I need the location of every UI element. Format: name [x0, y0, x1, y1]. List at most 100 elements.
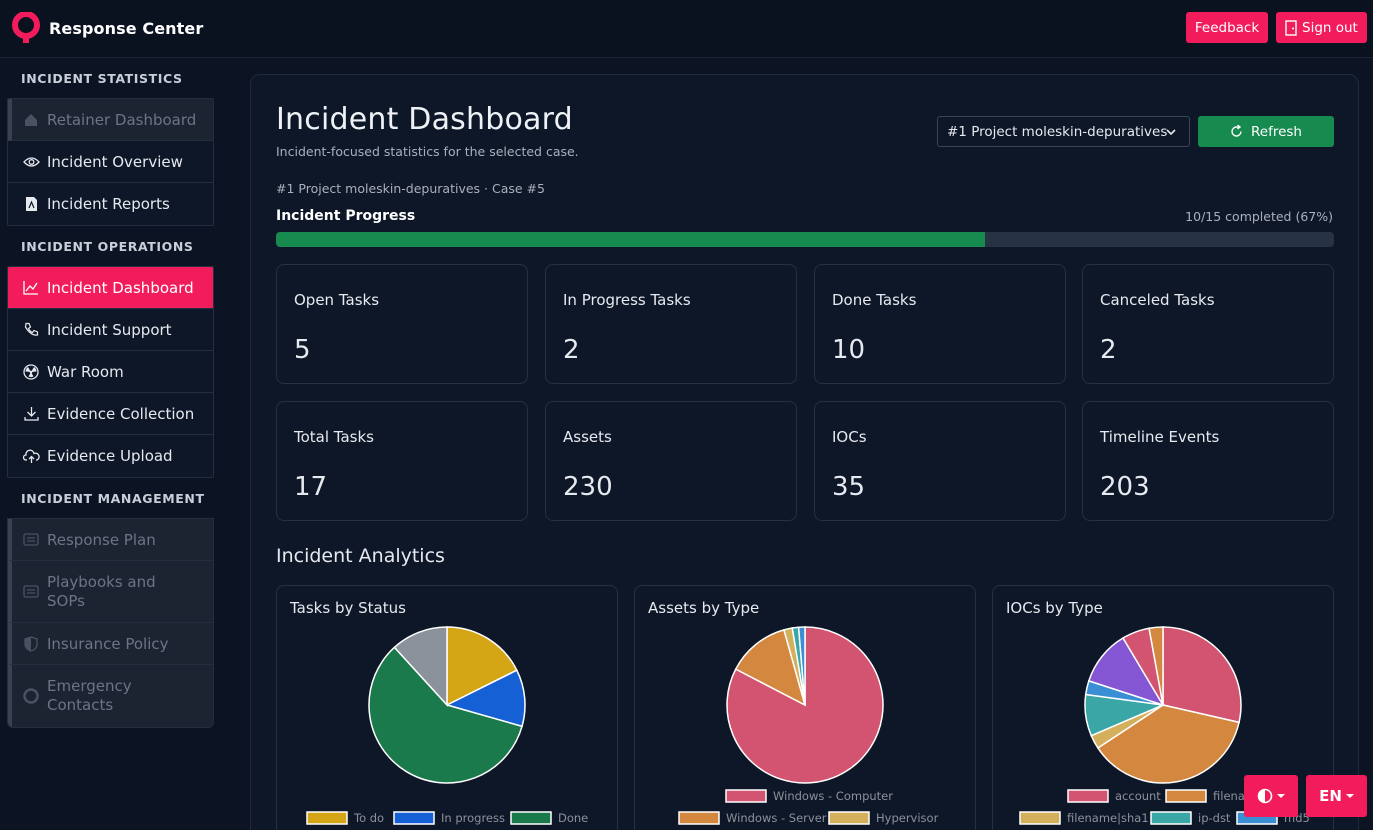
legend-swatch	[1019, 811, 1061, 825]
refresh-label: Refresh	[1251, 123, 1302, 140]
legend-item[interactable]: ip-dst	[1150, 811, 1231, 825]
sidebar-item-incident-support[interactable]: Incident Support	[8, 309, 213, 351]
sidebar-item-retainer-dashboard[interactable]: Retainer Dashboard	[8, 99, 213, 141]
legend-item[interactable]: To do	[306, 811, 384, 825]
pie-slice-canceled[interactable]	[393, 626, 448, 707]
chart-card-tasks-by-status: Tasks by Status To do In progress Done	[276, 585, 618, 830]
pie-slice-other-4[interactable]	[797, 626, 806, 706]
sidebar-item-label: Incident Support	[47, 320, 172, 339]
pie-slice-done[interactable]	[368, 646, 523, 784]
legend-label: To do	[353, 811, 384, 825]
brand[interactable]: Response Center	[12, 12, 203, 44]
chart-title: Tasks by Status	[290, 599, 406, 617]
sidebar-item-response-plan[interactable]: Response Plan	[8, 519, 213, 561]
legend-swatch	[1165, 789, 1207, 803]
download-icon	[22, 405, 40, 423]
pdf-file-icon	[22, 195, 40, 213]
door-exit-icon	[1285, 19, 1297, 36]
sidebar-item-label: Retainer Dashboard	[47, 110, 197, 129]
legend-label: Hypervisor	[876, 811, 939, 825]
pie-slice-filename[interactable]	[1096, 704, 1240, 784]
stat-label: IOCs	[832, 428, 867, 446]
analytics-heading: Incident Analytics	[276, 545, 445, 567]
stat-card-in-progress-tasks: In Progress Tasks 2	[545, 264, 797, 384]
sidebar-item-insurance-policy[interactable]: Insurance Policy	[8, 623, 213, 665]
sidebar-item-playbooks-sops[interactable]: Playbooks and SOPs	[8, 561, 213, 623]
legend-label: ip-dst	[1198, 811, 1231, 825]
top-bar: Response Center Feedback Sign out	[0, 0, 1373, 58]
progress-label: Incident Progress	[276, 208, 416, 224]
legend-item[interactable]: filename|sha1	[1019, 811, 1149, 825]
pie-slice-account[interactable]	[1162, 626, 1242, 724]
dashboard-panel: Incident Dashboard Incident-focused stat…	[250, 74, 1359, 830]
sidebar-item-war-room[interactable]: War Room	[8, 351, 213, 393]
cloud-upload-icon	[22, 447, 40, 465]
legend-item[interactable]: Windows - Server	[678, 811, 827, 825]
legend-item[interactable]: account	[1067, 789, 1161, 803]
refresh-icon	[1231, 125, 1242, 137]
legend-item[interactable]: Hypervisor	[828, 811, 939, 825]
pie-slice-other-7[interactable]	[1148, 626, 1164, 706]
app-title: Response Center	[49, 18, 204, 38]
sidebar-item-label: Incident Overview	[47, 152, 183, 171]
feedback-button[interactable]: Feedback	[1186, 12, 1268, 43]
legend-swatch	[510, 811, 552, 825]
page-title: Incident Dashboard	[276, 102, 573, 137]
refresh-button[interactable]: Refresh	[1198, 116, 1334, 147]
legend-label: In progress	[441, 811, 505, 825]
stat-label: Total Tasks	[294, 428, 374, 446]
sidebar-item-label: Evidence Collection	[47, 404, 195, 423]
project-select[interactable]: #1 Project moleskin-depuratives	[937, 116, 1190, 147]
legend-swatch	[1067, 789, 1109, 803]
theme-toggle-button[interactable]	[1244, 775, 1298, 817]
legend-item[interactable]: In progress	[393, 811, 505, 825]
pie-slice-to-do[interactable]	[446, 626, 518, 707]
sidebar-heading-statistics: INCIDENT STATISTICS	[21, 70, 183, 86]
page-subtitle: Incident-focused statistics for the sele…	[276, 144, 579, 159]
sidebar-item-emergency-contacts[interactable]: Emergency Contacts	[8, 665, 213, 727]
stat-label: Assets	[563, 428, 612, 446]
sidebar-item-evidence-upload[interactable]: Evidence Upload	[8, 435, 213, 477]
stat-value: 2	[563, 335, 580, 365]
lifebuoy-icon	[22, 687, 40, 705]
stat-value: 2	[1100, 335, 1117, 365]
sidebar-item-incident-reports[interactable]: Incident Reports	[8, 183, 213, 225]
sign-out-button[interactable]: Sign out	[1276, 12, 1367, 43]
progress-bar	[276, 232, 1334, 247]
chart-title: Assets by Type	[648, 599, 760, 617]
sidebar-item-label: Incident Reports	[47, 195, 170, 213]
legend-item[interactable]: Done	[510, 811, 588, 825]
assets-by-type-pie-chart: Windows - Computer Windows - Server Hyperv…	[678, 626, 939, 825]
progress-count: 10/15 completed (67%)	[1185, 209, 1333, 224]
stat-card-done-tasks: Done Tasks 10	[814, 264, 1066, 384]
sidebar-heading-operations: INCIDENT OPERATIONS	[21, 238, 194, 254]
chart-card-assets-by-type: Assets by Type Windows - Computer Windows…	[634, 585, 976, 830]
stat-value: 230	[563, 472, 613, 502]
legend-item[interactable]: Windows - Computer	[725, 789, 893, 803]
sidebar-item-evidence-collection[interactable]: Evidence Collection	[8, 393, 213, 435]
legend-swatch	[678, 811, 720, 825]
legend-label: Windows - Server	[726, 811, 827, 825]
legend-label: account	[1115, 789, 1161, 803]
stat-label: Open Tasks	[294, 291, 380, 309]
tasks-by-status-pie-chart: To do In progress Done	[306, 626, 588, 825]
stat-card-canceled-tasks: Canceled Tasks 2	[1082, 264, 1334, 384]
sidebar-item-incident-overview[interactable]: Incident Overview	[8, 141, 213, 183]
language-button[interactable]: EN	[1306, 775, 1367, 817]
chevron-down-icon	[1166, 129, 1176, 136]
legend-label: Done	[558, 811, 588, 825]
sidebar-item-label: Incident Dashboard	[47, 278, 194, 297]
legend-swatch	[1150, 811, 1192, 825]
legend-swatch	[725, 789, 767, 803]
stat-value: 5	[294, 335, 311, 365]
nav-group-statistics: Retainer Dashboard Incident Overview Inc…	[7, 98, 214, 226]
chart-title: IOCs by Type	[1006, 599, 1103, 617]
stat-value: 203	[1100, 472, 1150, 502]
sidebar: INCIDENT STATISTICS Retainer Dashboard I…	[7, 58, 214, 728]
pie-slice-windows-server[interactable]	[734, 628, 807, 707]
stat-label: In Progress Tasks	[563, 291, 691, 309]
legend-swatch	[828, 811, 870, 825]
chart-line-icon	[22, 279, 40, 297]
sidebar-item-incident-dashboard[interactable]: Incident Dashboard	[8, 267, 213, 309]
